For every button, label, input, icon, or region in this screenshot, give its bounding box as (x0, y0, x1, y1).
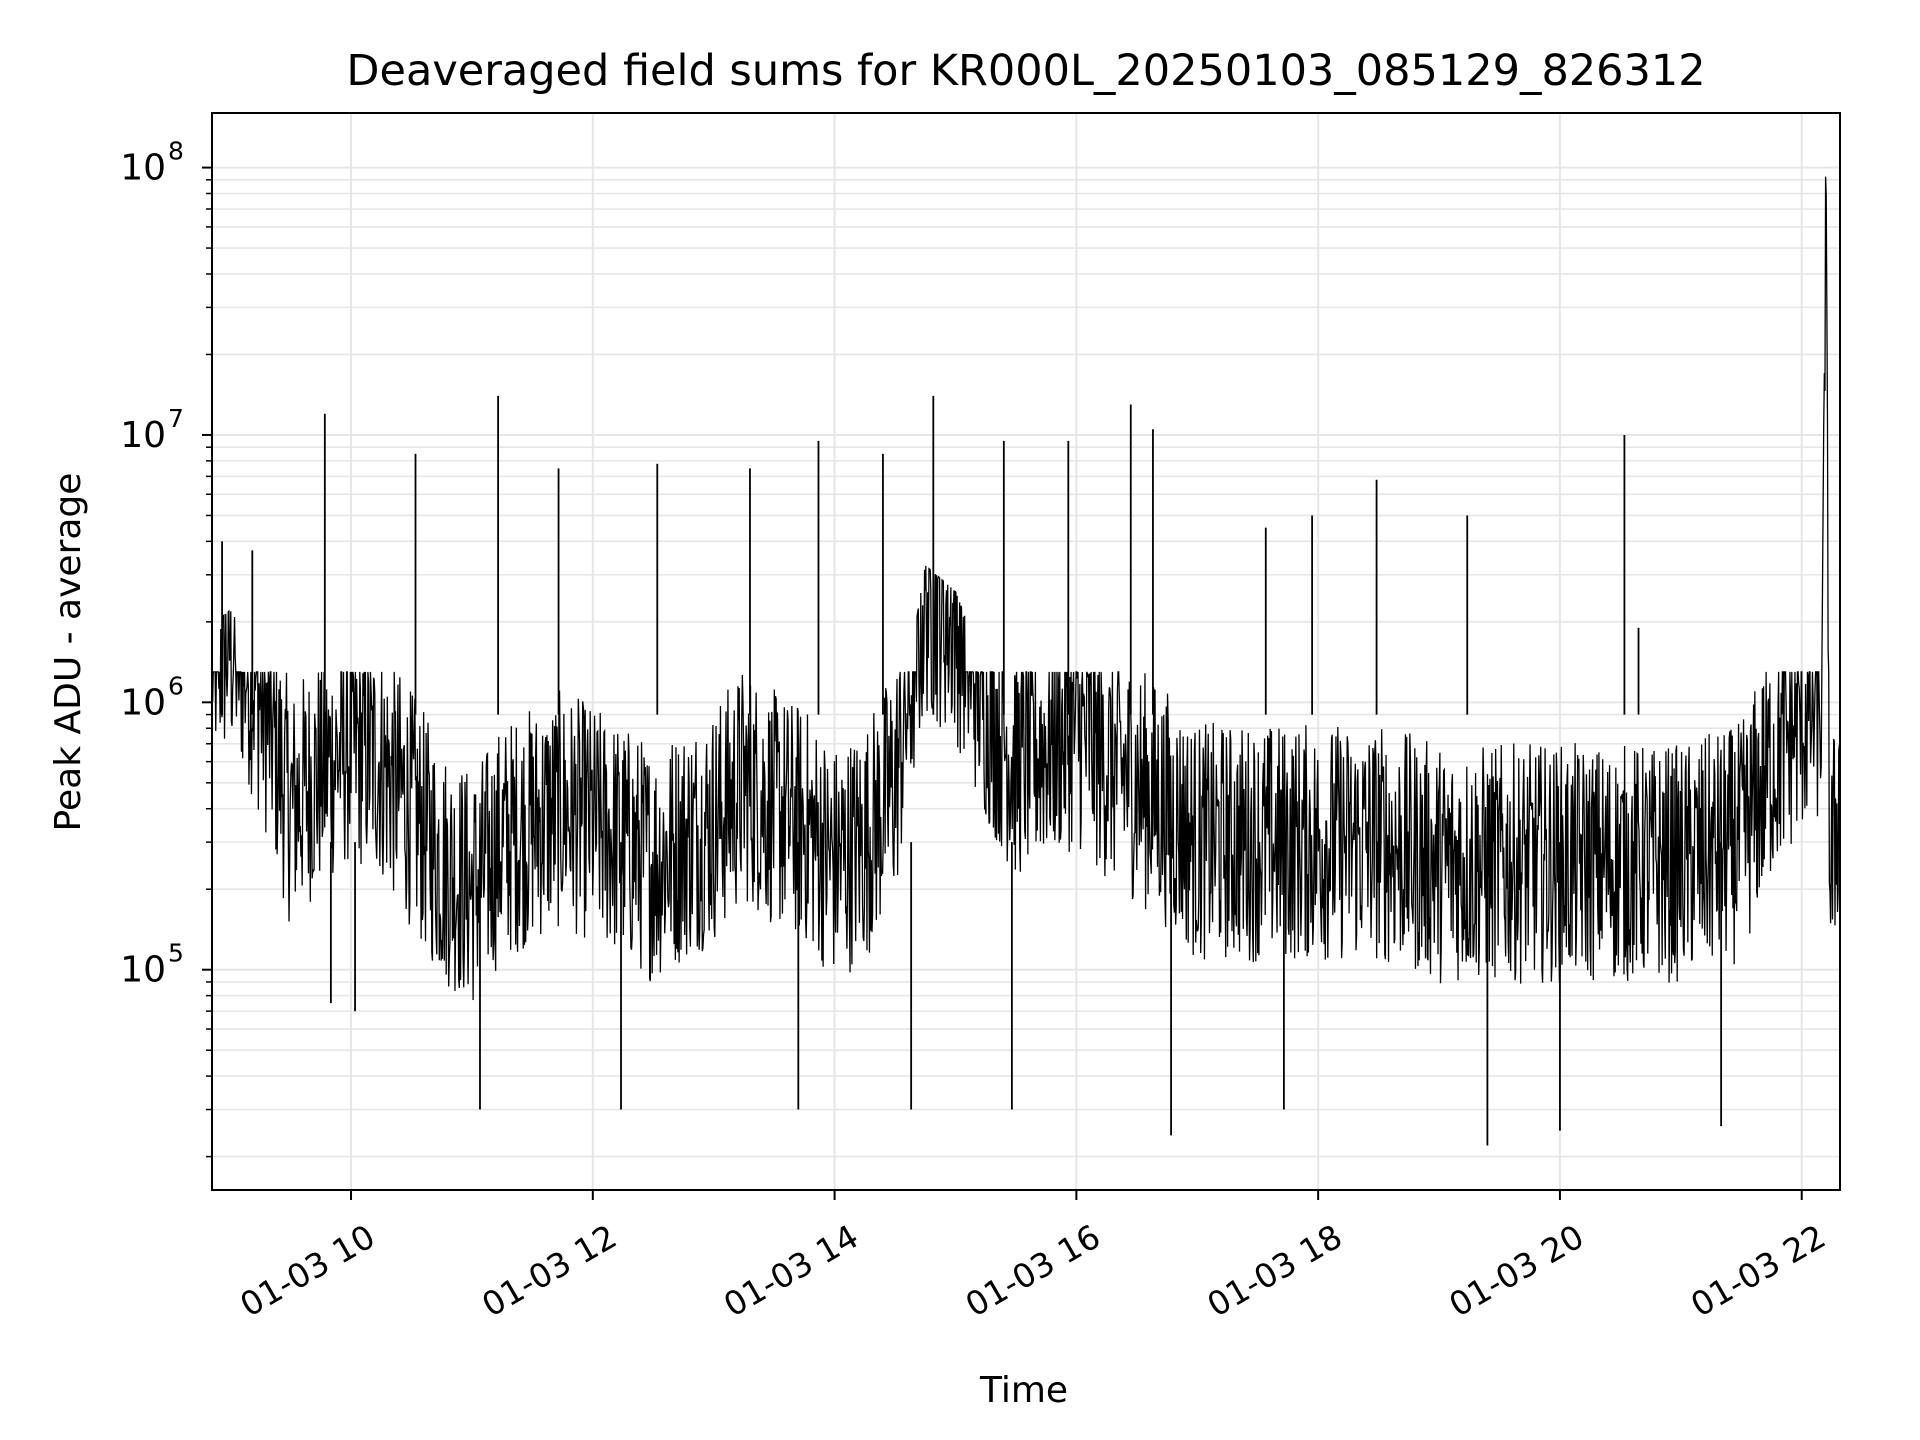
y-tick-label: 10 (120, 148, 166, 189)
y-tick-label: 10 (120, 950, 166, 991)
y-axis-label: Peak ADU - average (48, 473, 89, 832)
y-tick-exponent: 5 (168, 939, 184, 968)
series-line (211, 176, 1841, 1001)
chart-title: Deaveraged field sums for KR000L_2025010… (346, 46, 1705, 96)
y-tick-exponent: 6 (168, 671, 184, 700)
y-tick-label: 10 (120, 415, 166, 456)
data-series (211, 167, 1841, 1146)
x-axis-label: Time (979, 1370, 1068, 1411)
plot-frame (211, 112, 1841, 1191)
y-tick-label: 10 (120, 682, 166, 723)
y-tick-exponent: 8 (168, 137, 184, 166)
y-tick-exponent: 7 (168, 404, 184, 433)
